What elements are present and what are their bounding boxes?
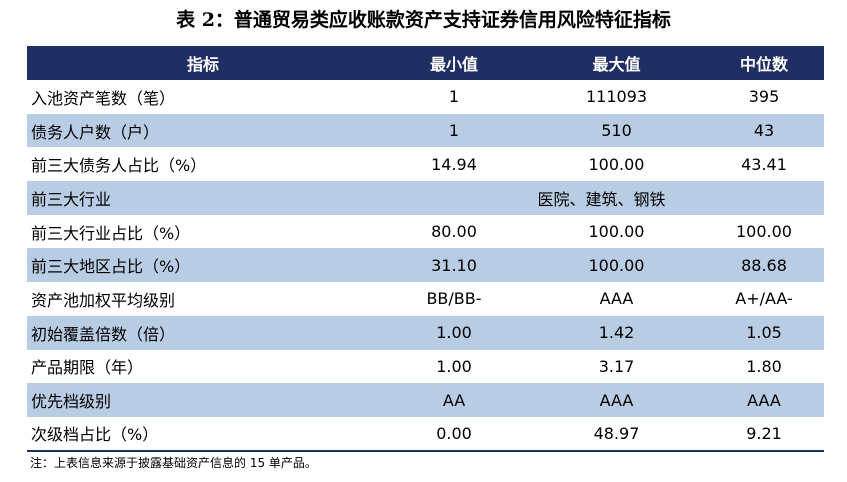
table-row: 前三大债务人占比（%） 14.94 100.00 43.41 — [27, 147, 824, 182]
table-row: 债务人户数（户） 1 510 43 — [27, 113, 824, 148]
row-label: 入池资产笔数（笔） — [31, 88, 176, 108]
header-median: 中位数 — [739, 55, 788, 74]
table-row: 次级档占比（%） 0.00 48.97 9.21 — [27, 416, 824, 451]
row-max: 3.17 — [598, 356, 635, 376]
row-max: 100.00 — [588, 154, 645, 174]
row-min: 1.00 — [436, 323, 472, 343]
row-median: AAA — [747, 390, 781, 410]
row-label: 初始覆盖倍数（倍） — [31, 324, 176, 344]
row-min: 14.94 — [431, 154, 477, 174]
row-min: 0.00 — [436, 423, 472, 443]
row-label: 前三大行业占比（%） — [31, 223, 191, 243]
row-min: 80.00 — [431, 222, 477, 242]
row-max: 48.97 — [593, 423, 640, 443]
table-row: 入池资产笔数（笔） 1 111093 395 — [27, 80, 824, 114]
row-max: 1.42 — [598, 323, 635, 343]
row-min: 1.00 — [436, 356, 472, 376]
risk-indicator-table: 指标 最小值 最大值 中位数 入池资产笔数（笔） 1 111093 395 债务人户数（… — [27, 46, 824, 452]
header-indicator: 指标 — [186, 55, 219, 74]
table-row: 资产池加权平均级别 BB/BB- AAA A+/AA- — [27, 282, 824, 316]
row-label: 资产池加权平均级别 — [31, 290, 176, 310]
table-row: 前三大地区占比（%） 31.10 100.00 88.68 — [27, 248, 824, 283]
row-label: 债务人户数（户） — [31, 122, 160, 142]
table-note: 注：上表信息来源于披露基础资产信息的 15 单产品。 — [30, 456, 317, 470]
row-min: BB/BB- — [426, 289, 482, 309]
row-min: 1 — [448, 87, 460, 107]
row-label: 前三大地区占比（%） — [31, 257, 191, 277]
row-min: 31.10 — [431, 255, 477, 275]
row-max: AAA — [599, 289, 634, 309]
row-label: 前三大债务人占比（%） — [31, 156, 207, 176]
row-max: 111093 — [585, 87, 648, 107]
table-row: 初始覆盖倍数（倍） 1.00 1.42 1.05 — [27, 315, 824, 350]
row-min: 1 — [448, 121, 460, 141]
row-max: AAA — [599, 390, 634, 410]
row-max: 100.00 — [588, 255, 645, 275]
row-median: 1.05 — [746, 323, 782, 343]
table-row: 优先档级别 AA AAA AAA — [27, 383, 824, 417]
row-median: A+/AA- — [735, 289, 793, 309]
row-median: 1.80 — [746, 356, 782, 376]
row-label: 前三大行业 — [31, 189, 112, 209]
row-min: AA — [442, 390, 466, 410]
header-min: 最小值 — [429, 55, 478, 74]
table-row: 前三大行业占比（%） 80.00 100.00 100.00 — [27, 214, 824, 249]
table-body: 入池资产笔数（笔） 1 111093 395 债务人户数（户） 1 510 43 前三大债务人占… — [27, 80, 824, 451]
table-row: 产品期限（年） 1.00 3.17 1.80 — [27, 349, 824, 384]
table-row: 前三大行业 医院、建筑、钢铁 — [27, 181, 824, 215]
row-max: 510 — [601, 121, 632, 141]
row-label: 优先档级别 — [31, 392, 112, 412]
table-header-row: 指标 最小值 最大值 中位数 — [27, 46, 824, 80]
row-median: 100.00 — [736, 222, 792, 242]
row-label: 次级档占比（%） — [31, 425, 159, 445]
row-median: 9.21 — [746, 423, 782, 443]
row-label: 产品期限（年） — [31, 358, 144, 378]
header-max: 最大值 — [592, 55, 641, 74]
row-median: 43.41 — [741, 154, 787, 174]
row-median: 395 — [748, 87, 780, 107]
table-title: 表 2：普通贸易类应收账款资产支持证券信用风险特征指标 — [176, 9, 671, 31]
row-median: 43 — [753, 121, 775, 141]
row-merged-value: 医院、建筑、钢铁 — [537, 189, 666, 209]
row-max: 100.00 — [588, 222, 645, 242]
row-median: 88.68 — [741, 255, 787, 275]
